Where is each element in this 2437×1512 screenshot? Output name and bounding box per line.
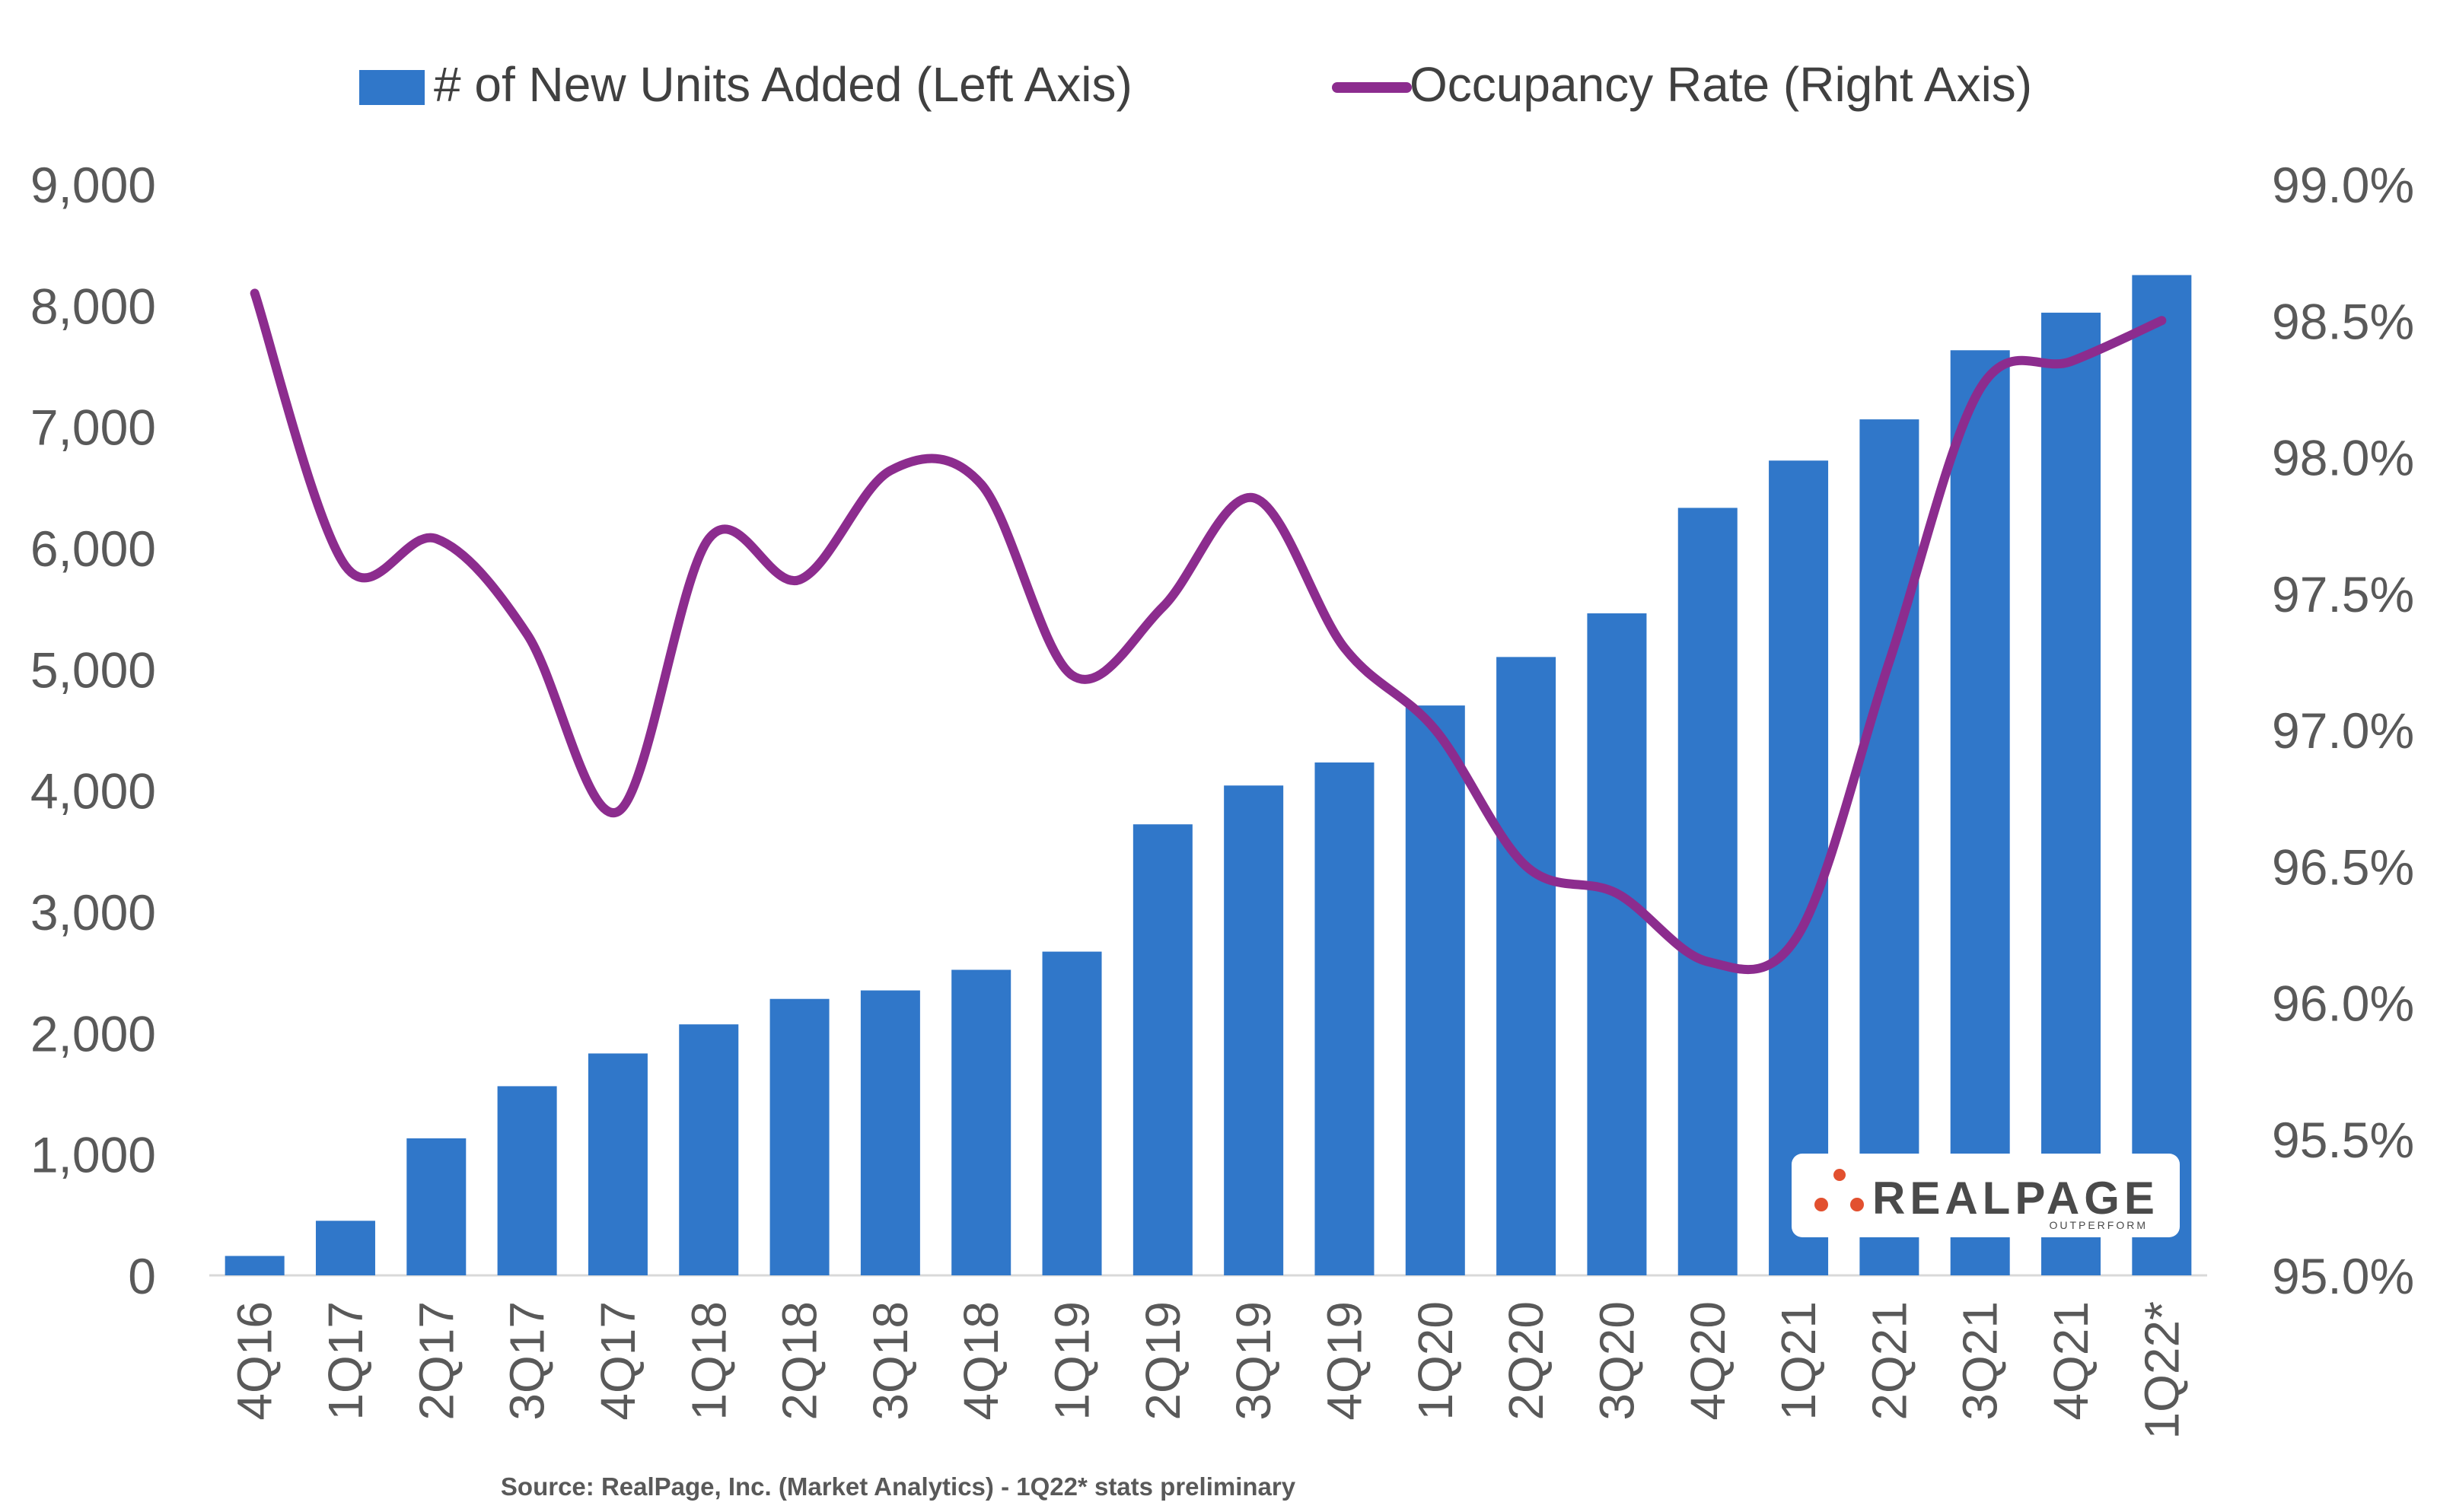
realpage-logo: REALPAGE OUTPERFORM — [1792, 1154, 2180, 1237]
bar-1q22 — [2132, 275, 2192, 1275]
x-tick-label: 3Q19 — [1226, 1301, 1281, 1421]
x-tick-label: 2Q17 — [409, 1301, 464, 1421]
bar-3q20 — [1587, 613, 1647, 1275]
x-tick-label: 1Q19 — [1045, 1301, 1100, 1421]
x-tick-label: 4Q21 — [2044, 1301, 2098, 1421]
bar-2q19 — [1132, 824, 1193, 1275]
x-tick-label: 3Q18 — [863, 1301, 918, 1421]
x-tick-label: 1Q21 — [1771, 1301, 1826, 1421]
bar-3q21 — [1950, 350, 2010, 1276]
x-tick-label: 2Q18 — [773, 1301, 827, 1421]
bar-4q19 — [1314, 762, 1375, 1275]
legend-label-units: # of New Units Added (Left Axis) — [434, 57, 1132, 112]
bar-3q18 — [860, 990, 920, 1275]
bar-4q20 — [1677, 508, 1738, 1275]
bar-2q20 — [1496, 657, 1556, 1275]
x-tick-label: 4Q16 — [228, 1301, 282, 1421]
bar-4q21 — [2041, 312, 2101, 1276]
bar-2q17 — [406, 1138, 467, 1275]
bar-1q21 — [1769, 460, 1829, 1275]
x-tick-label: 3Q17 — [500, 1301, 555, 1421]
y-right-tick-label: 99.0% — [2272, 157, 2414, 213]
logo-tagline: OUTPERFORM — [2049, 1219, 2148, 1231]
y-right-tick-label: 97.5% — [2272, 566, 2414, 622]
legend: # of New Units Added (Left Axis) Occupan… — [359, 57, 2032, 112]
x-tick-label: 2Q19 — [1136, 1301, 1190, 1421]
x-tick-label: 2Q20 — [1499, 1301, 1553, 1421]
bar-3q19 — [1224, 785, 1284, 1275]
y-right-tick-label: 95.0% — [2272, 1248, 2414, 1304]
y-left-tick-label: 6,000 — [30, 520, 156, 577]
x-tick-label: 4Q20 — [1680, 1301, 1735, 1421]
bar-series — [225, 275, 2192, 1276]
x-tick-label: 1Q20 — [1408, 1301, 1463, 1421]
bar-2q18 — [769, 998, 830, 1275]
logo-dot-icon — [1814, 1198, 1828, 1211]
bar-2q21 — [1859, 419, 1919, 1275]
occupancy-line — [250, 288, 2167, 975]
x-tick-label: 1Q18 — [681, 1301, 736, 1421]
logo-dot-icon — [1850, 1198, 1864, 1211]
y-left-tick-label: 1,000 — [30, 1127, 156, 1183]
legend-label-occupancy: Occupancy Rate (Right Axis) — [1410, 57, 2032, 112]
logo-background — [1792, 1154, 2180, 1237]
x-tick-label: 1Q22* — [2134, 1301, 2189, 1439]
y-right-tick-label: 97.0% — [2272, 702, 2414, 759]
y-right-tick-label: 96.0% — [2272, 976, 2414, 1032]
bar-1q20 — [1405, 705, 1465, 1275]
bar-1q17 — [315, 1221, 375, 1275]
y-left-tick-label: 8,000 — [30, 278, 156, 334]
bar-4q17 — [588, 1053, 648, 1275]
legend-swatch-units — [359, 70, 425, 105]
y-right-tick-label: 95.5% — [2272, 1112, 2414, 1168]
x-tick-label: 2Q21 — [1862, 1301, 1916, 1421]
y-left-tick-label: 0 — [128, 1248, 156, 1304]
x-tick-label: 3Q20 — [1589, 1301, 1644, 1421]
y-axis-left: 0 1,000 2,000 3,000 4,000 5,000 6,000 7,000 8,00… — [30, 157, 156, 1304]
x-tick-label: 1Q17 — [318, 1301, 373, 1421]
x-axis-labels: 4Q16 1Q17 2Q17 3Q17 4Q17 1Q18 2Q18 3Q18 4Q18 1Q19… — [228, 1301, 2190, 1439]
y-left-tick-label: 9,000 — [30, 157, 156, 213]
bar-4q16 — [225, 1256, 285, 1275]
x-tick-label: 4Q18 — [954, 1301, 1008, 1421]
y-left-tick-label: 3,000 — [30, 884, 156, 941]
logo-dot-icon — [1833, 1169, 1846, 1181]
x-tick-label: 4Q19 — [1317, 1301, 1371, 1421]
y-left-tick-label: 5,000 — [30, 641, 156, 698]
y-axis-right: 95.0% 95.5% 96.0% 96.5% 97.0% 97.5% 98.0% 98.5%… — [2272, 157, 2414, 1304]
logo-wordmark: REALPAGE — [1872, 1173, 2159, 1224]
y-right-tick-label: 96.5% — [2272, 839, 2414, 895]
y-left-tick-label: 4,000 — [30, 763, 156, 820]
bar-1q19 — [1042, 951, 1102, 1275]
bar-1q18 — [679, 1024, 739, 1275]
bar-3q17 — [497, 1086, 557, 1275]
source-note: Source: RealPage, Inc. (Market Analytics… — [501, 1472, 1296, 1501]
x-tick-label: 3Q21 — [1953, 1301, 2008, 1421]
y-right-tick-label: 98.0% — [2272, 430, 2414, 486]
y-right-tick-label: 98.5% — [2272, 293, 2414, 349]
bar-4q18 — [951, 969, 1011, 1275]
y-left-tick-label: 7,000 — [30, 399, 156, 456]
y-left-tick-label: 2,000 — [30, 1005, 156, 1062]
x-tick-label: 4Q17 — [591, 1301, 645, 1421]
